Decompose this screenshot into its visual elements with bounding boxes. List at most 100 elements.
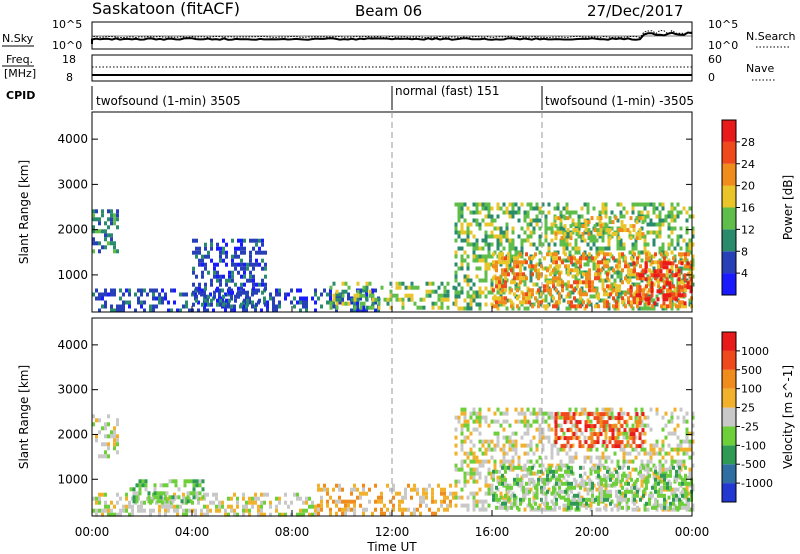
panel-0-cell (457, 282, 461, 287)
panel-0-cell (92, 237, 95, 242)
panel-1-cell (182, 512, 185, 517)
panel-1-cell (416, 507, 419, 512)
panel-0-cell (198, 290, 201, 295)
panel-0-cell (599, 216, 603, 221)
panel-1-cell (502, 427, 506, 432)
panel-1-cell (496, 435, 500, 440)
panel-0-cell (332, 300, 335, 305)
panel-0-cell (255, 302, 258, 307)
panel-0-cell (216, 298, 219, 303)
panel-0-cell (664, 306, 668, 311)
panel-0-cell (595, 238, 599, 243)
panel-0-cell (302, 304, 305, 309)
panel-0-cell (472, 242, 476, 247)
panel-1-cell (122, 504, 125, 509)
panel-1-cell (661, 427, 665, 432)
panel-0-cell (475, 274, 479, 279)
panel-0-cell (638, 232, 642, 237)
noise-panel-frame (91, 21, 693, 50)
panel-1-cell (508, 443, 512, 448)
panel-1-cell (654, 469, 657, 474)
panel-0-cell (335, 289, 339, 294)
panel-0-cell (580, 274, 584, 279)
panel-0-cell (496, 234, 500, 239)
panel-1-cell (528, 501, 531, 506)
panel-1-cell (681, 505, 684, 510)
panel-0-cell (559, 222, 563, 227)
panel-1-cell (541, 443, 545, 448)
panel-0-cell (101, 296, 104, 301)
panel-0-cell (446, 289, 450, 294)
panel-1-cell (95, 438, 98, 443)
panel-0-cell (571, 230, 575, 235)
panel-0-cell (541, 210, 545, 215)
panel-1-cell (119, 512, 122, 517)
panel-1-cell (623, 420, 627, 425)
panel-0-cell (631, 206, 635, 211)
panel-1-cell (460, 463, 464, 468)
panel-1-cell (350, 499, 353, 504)
panel-0-cell (606, 252, 609, 257)
panel-0-cell (537, 276, 540, 281)
panel-0-cell (504, 280, 507, 285)
panel-0-cell (519, 252, 522, 257)
range-tick-label: 4000 (57, 132, 88, 146)
colorbar-segment (722, 163, 736, 186)
panel-1-cell (293, 492, 296, 497)
panel-0-cell (314, 308, 317, 313)
panel-1-cell (410, 495, 413, 500)
panel-0-cell (508, 210, 512, 215)
panel-0-cell (659, 289, 663, 294)
panel-1-cell (350, 507, 353, 512)
panel-0-cell (603, 288, 606, 293)
panel-0-cell (260, 308, 263, 313)
panel-1-cell (350, 487, 353, 492)
panel-1-cell (604, 503, 608, 508)
panel-1-cell (643, 463, 647, 468)
panel-1-cell (523, 411, 527, 416)
panel-0-cell (466, 254, 470, 259)
panel-0-cell (535, 282, 539, 287)
time-tick-label: 08:00 (275, 525, 310, 539)
panel-0-cell (255, 258, 258, 263)
panel-1-cell (570, 505, 573, 510)
panel-0-cell (592, 294, 596, 299)
panel-0-cell (95, 296, 98, 301)
panel-0-cell (495, 268, 498, 273)
panel-0-cell (107, 233, 110, 238)
panel-0-cell (475, 302, 479, 307)
panel-0-cell (371, 301, 375, 306)
panel-0-cell (234, 246, 237, 251)
panel-0-cell (577, 246, 581, 251)
panel-1-cell (633, 501, 636, 506)
panel-1-cell (599, 432, 603, 437)
panel-0-cell (616, 202, 620, 207)
panel-1-cell (591, 497, 594, 502)
panel-0-cell (475, 290, 479, 295)
panel-0-cell (667, 242, 671, 247)
panel-1-cell (589, 427, 593, 432)
panel-0-cell (685, 230, 689, 235)
panel-1-cell (567, 473, 570, 478)
panel-0-cell (478, 294, 482, 299)
panel-1-cell (275, 508, 278, 513)
panel-0-cell (113, 308, 116, 313)
panel-0-cell (554, 232, 558, 237)
panel-0-cell (631, 274, 635, 279)
panel-1-cell (478, 475, 482, 480)
panel-1-cell (598, 459, 602, 464)
panel-1-cell (538, 439, 542, 444)
panel-0-cell (206, 308, 209, 313)
panel-1-cell (353, 487, 356, 492)
panel-1-cell (622, 471, 626, 476)
panel-1-cell (362, 507, 365, 512)
panel-0-cell (552, 268, 555, 273)
panel-1-cell (137, 504, 140, 509)
panel-1-cell (484, 479, 488, 484)
panel-1-cell (143, 500, 146, 505)
panel-1-cell (466, 427, 470, 432)
panel-0-cell (484, 286, 488, 291)
panel-1-cell (457, 419, 461, 424)
panel-0-cell (252, 278, 255, 283)
panel-1-cell (565, 451, 569, 456)
